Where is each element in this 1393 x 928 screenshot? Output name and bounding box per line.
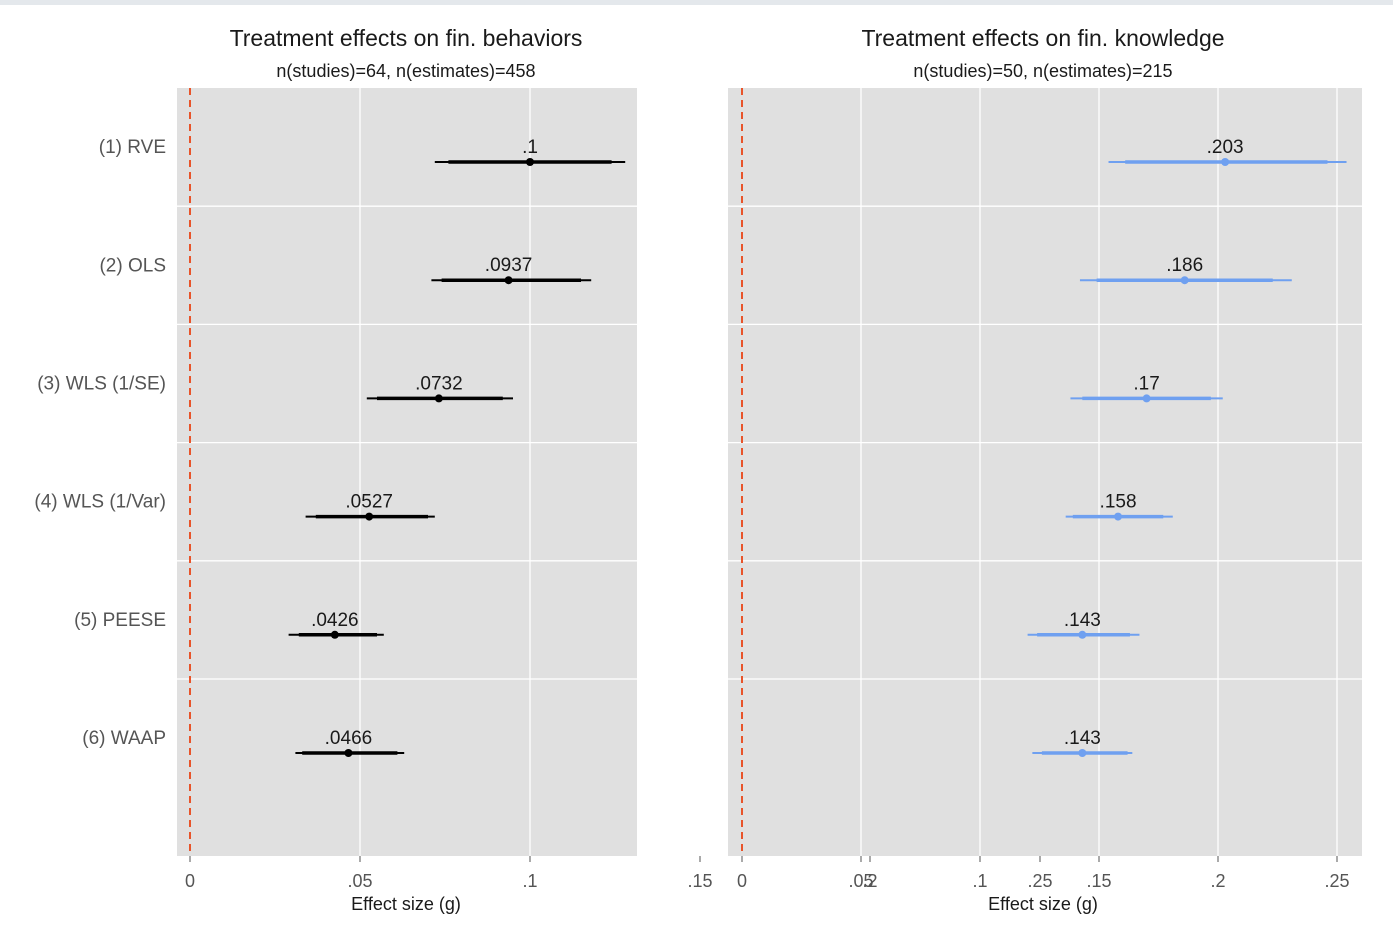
plot-background xyxy=(177,88,637,856)
plot-area: 0 .05 .1 .15 .2 .25 .203 .186 .17 .158 .143 .143 xyxy=(728,88,1362,891)
panel-title: Treatment effects on fin. knowledge xyxy=(861,25,1224,51)
point-estimate xyxy=(1078,749,1087,757)
x-axis-label: Effect size (g) xyxy=(351,894,461,914)
row-label: (1) RVE xyxy=(99,137,166,158)
row-label: (3) WLS (1/SE) xyxy=(37,374,166,395)
value-label: .1 xyxy=(522,137,538,158)
x-tick-label: .25 xyxy=(1324,871,1349,891)
x-tick-label: .05 xyxy=(848,871,873,891)
point-estimate xyxy=(1221,158,1230,166)
point-estimate xyxy=(365,512,374,521)
point-estimate xyxy=(330,630,339,639)
x-tick-label: .1 xyxy=(522,871,537,891)
value-label: .143 xyxy=(1064,728,1101,749)
point-estimate xyxy=(1180,276,1189,285)
value-label: .17 xyxy=(1133,373,1159,394)
value-label: .186 xyxy=(1166,255,1203,276)
x-tick-label: .1 xyxy=(972,871,987,891)
row-label: (2) OLS xyxy=(99,255,166,276)
point-estimate xyxy=(1078,630,1087,639)
point-estimate xyxy=(526,158,534,166)
point-estimate xyxy=(504,276,513,285)
panel-knowledge: Treatment effects on fin. knowledge n(st… xyxy=(728,25,1362,914)
x-tick-label: .25 xyxy=(1027,871,1052,891)
value-label: .143 xyxy=(1064,610,1101,631)
point-estimate xyxy=(1142,394,1151,403)
x-axis-label: Effect size (g) xyxy=(988,894,1098,914)
row-label: (6) WAAP xyxy=(82,728,166,749)
x-tick-label: .15 xyxy=(687,871,712,891)
value-label: .0426 xyxy=(311,610,359,631)
value-label: .203 xyxy=(1207,137,1244,158)
x-tick-label: .05 xyxy=(347,871,372,891)
value-label: .158 xyxy=(1100,492,1137,513)
plot-background xyxy=(728,88,1362,856)
panel-subtitle: n(studies)=64, n(estimates)=458 xyxy=(276,61,535,81)
top-strip xyxy=(0,0,1393,5)
x-tick-label: .15 xyxy=(1086,871,1111,891)
x-tick-label: .2 xyxy=(862,871,877,891)
x-tick-label: 0 xyxy=(737,871,747,891)
panel-subtitle: n(studies)=50, n(estimates)=215 xyxy=(913,61,1172,81)
row-label: (4) WLS (1/Var) xyxy=(34,492,166,513)
x-tick-label: .2 xyxy=(1210,871,1225,891)
value-label: .0937 xyxy=(485,255,533,276)
value-label: .0527 xyxy=(345,492,393,513)
value-label: .0466 xyxy=(325,728,373,749)
x-tick-label: 0 xyxy=(185,871,195,891)
row-labels: (1) RVE (2) OLS (3) WLS (1/SE) (4) WLS (1/V… xyxy=(34,137,166,749)
point-estimate xyxy=(344,749,353,757)
panel-title: Treatment effects on fin. behaviors xyxy=(230,25,583,51)
point-estimate xyxy=(1114,512,1123,521)
value-label: .0732 xyxy=(415,373,463,394)
point-estimate xyxy=(434,394,443,403)
row-label: (5) PEESE xyxy=(74,610,166,631)
